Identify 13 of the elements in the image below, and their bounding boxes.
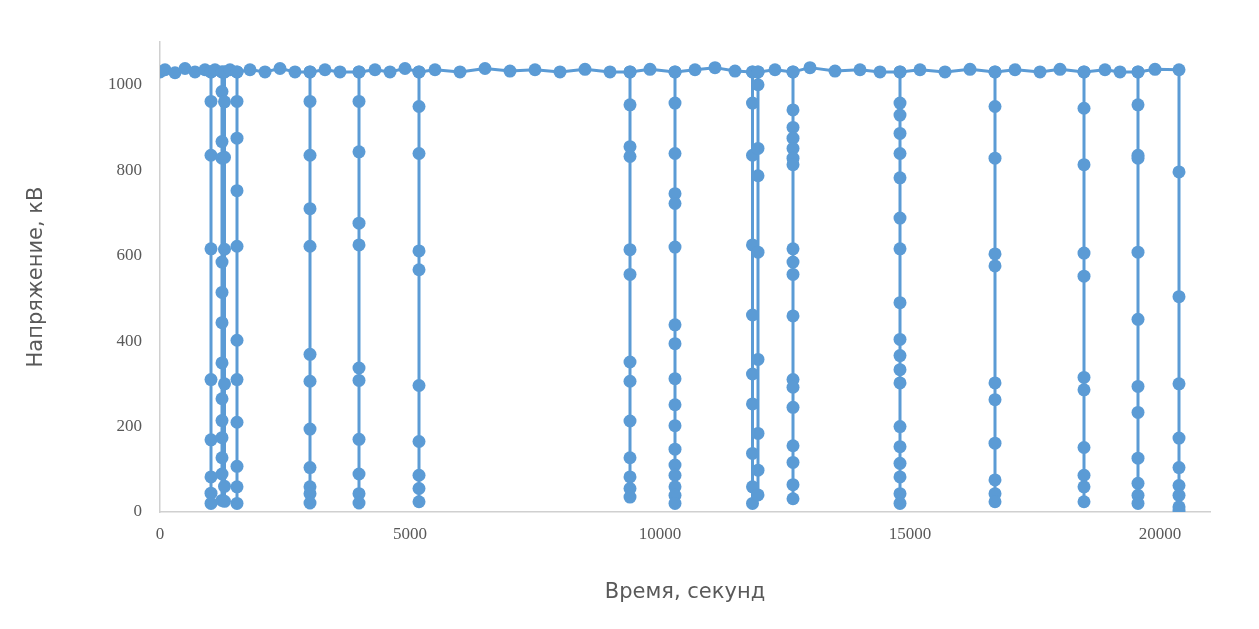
y-tick-label: 200	[116, 416, 142, 436]
y-tick-label: 0	[133, 501, 142, 521]
x-axis-title: Время, секунд	[604, 578, 766, 603]
x-tick-label: 10000	[638, 523, 682, 543]
x-tick-label: 15000	[888, 523, 932, 543]
y-axis-title: Напряжение, кВ	[23, 186, 48, 368]
x-tick-label: 20000	[1138, 523, 1182, 543]
x-tick-label: 0	[155, 523, 165, 543]
y-tick-label: 800	[116, 159, 142, 179]
y-tick-label: 600	[116, 245, 142, 265]
x-tick-label: 5000	[393, 523, 427, 543]
y-tick-label: 1000	[108, 74, 142, 94]
y-tick-label: 400	[116, 330, 142, 350]
